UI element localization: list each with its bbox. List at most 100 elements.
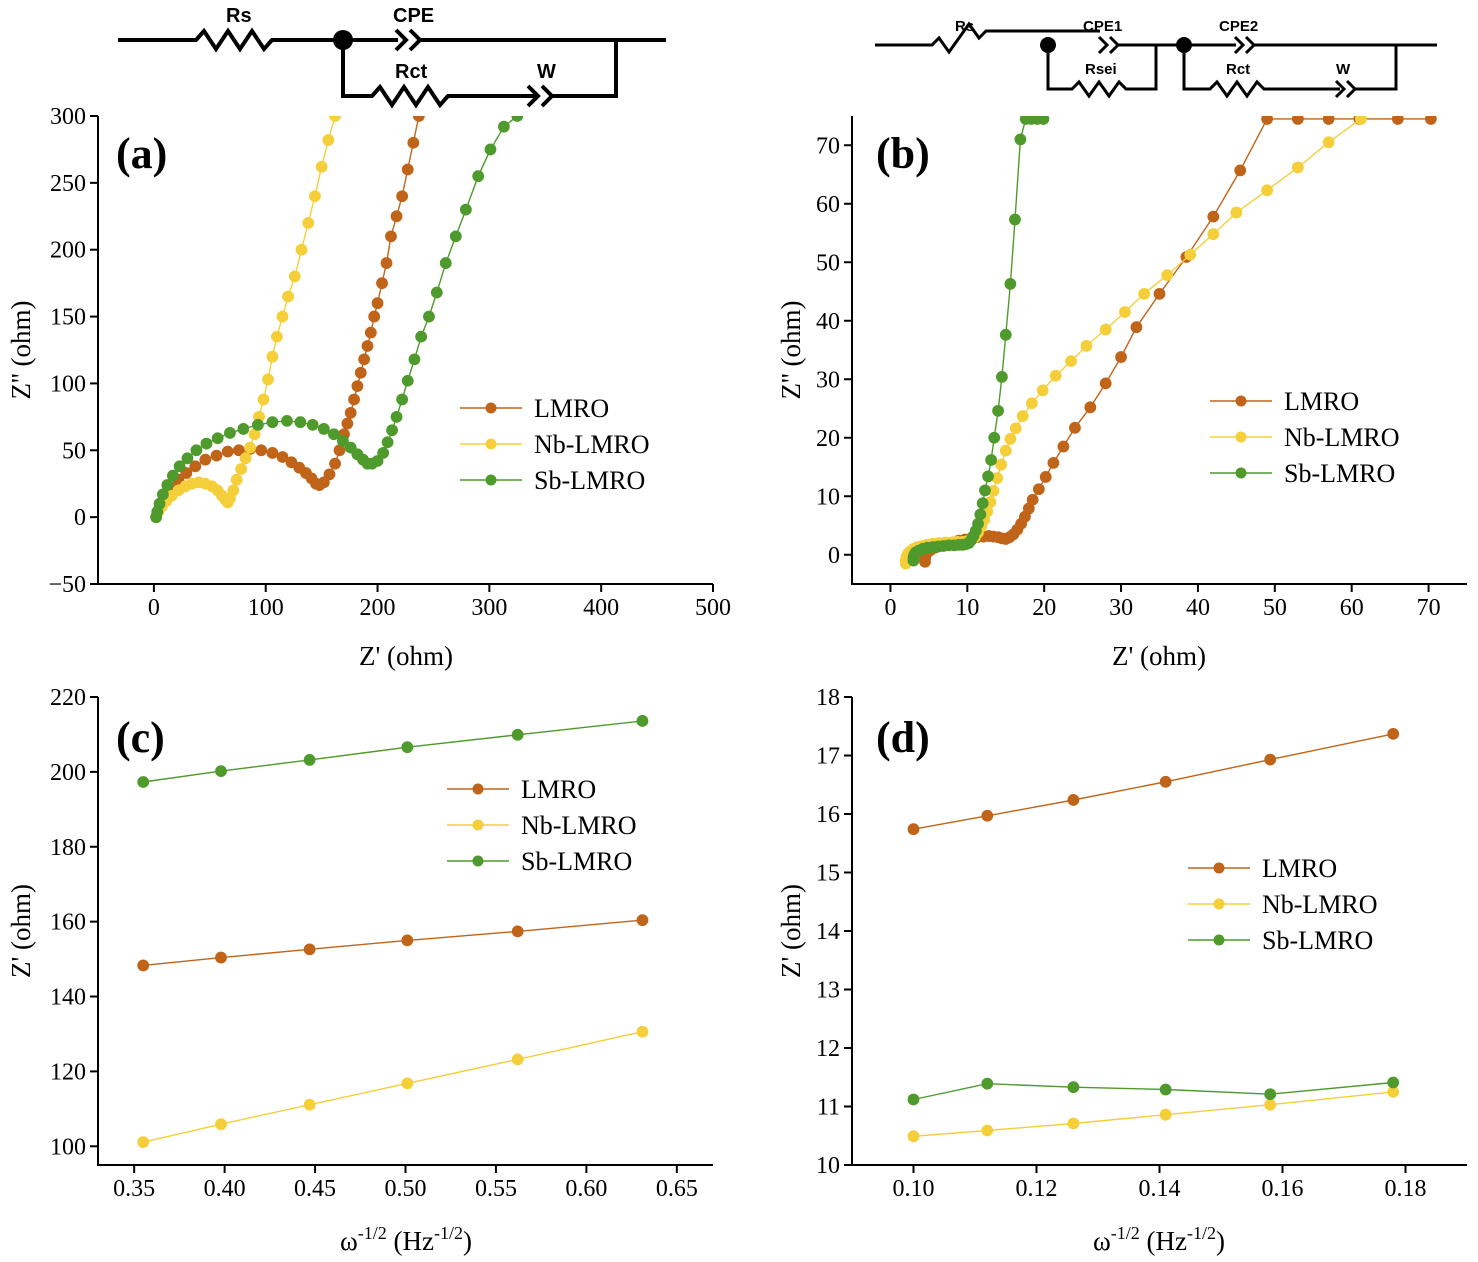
y-tick-label: 14 xyxy=(816,919,840,945)
data-point-nb-lmro xyxy=(329,116,341,122)
legend-marker xyxy=(485,402,497,414)
data-point-sb-lmro xyxy=(386,424,398,437)
x-tick-label: 0.50 xyxy=(385,1176,427,1202)
series-line-lmro xyxy=(913,733,1394,830)
x-tick-label: 0.35 xyxy=(113,1176,155,1202)
legend-marker xyxy=(1235,467,1247,479)
y-tick-label: 150 xyxy=(50,305,86,331)
circuit-a-cpe-label: CPE xyxy=(393,5,434,27)
data-point-lmro xyxy=(380,257,393,269)
data-point-sb-lmro xyxy=(1037,116,1050,125)
data-point-sb-lmro xyxy=(167,469,179,482)
plot-area xyxy=(150,116,524,524)
y-tick-label: 12 xyxy=(816,1036,840,1062)
data-point-sb-lmro xyxy=(396,393,409,406)
data-point-lmro xyxy=(323,468,336,481)
data-point-sb-lmro xyxy=(377,447,390,459)
data-point-nb-lmro xyxy=(907,1130,920,1143)
legend-marker xyxy=(1213,862,1225,874)
data-point-sb-lmro xyxy=(979,484,991,497)
data-point-nb-lmro xyxy=(1065,355,1077,368)
data-point-sb-lmro xyxy=(1067,1081,1080,1094)
data-point-lmro xyxy=(1057,440,1070,453)
legend-marker xyxy=(1213,934,1225,946)
data-point-sb-lmro xyxy=(161,479,174,491)
data-point-sb-lmro xyxy=(200,437,213,450)
data-point-lmro xyxy=(1039,471,1052,483)
data-point-lmro xyxy=(199,453,212,466)
data-point-sb-lmro xyxy=(439,257,452,269)
data-point-lmro xyxy=(1047,457,1060,469)
legend-label: LMRO xyxy=(534,394,609,423)
legend-label: Sb-LMRO xyxy=(1262,926,1373,955)
data-point-lmro xyxy=(1130,321,1143,334)
data-point-lmro xyxy=(358,353,371,366)
legend-marker xyxy=(1235,431,1247,443)
data-point-sb-lmro xyxy=(1009,213,1021,226)
data-point-lmro xyxy=(1264,753,1277,766)
series-line-nb-lmro xyxy=(143,1031,643,1143)
data-point-nb-lmro xyxy=(1067,1117,1080,1130)
data-point-sb-lmro xyxy=(181,452,194,465)
circuit-node xyxy=(1176,37,1192,53)
legend-label: LMRO xyxy=(1262,854,1337,883)
circuit-b-cpe1-label: CPE1 xyxy=(1083,18,1122,35)
panel-label: (c) xyxy=(116,713,165,762)
data-point-lmro xyxy=(354,366,367,379)
x-axis-label: Z' (ohm) xyxy=(359,641,453,671)
data-point-sb-lmro xyxy=(423,310,435,323)
legend-label: Nb-LMRO xyxy=(1284,423,1400,452)
data-point-lmro xyxy=(341,417,354,430)
legend-label: Nb-LMRO xyxy=(521,811,637,840)
data-point-nb-lmro xyxy=(1016,410,1029,423)
data-point-nb-lmro xyxy=(1080,340,1093,352)
data-point-lmro xyxy=(351,380,364,393)
y-tick-label: 70 xyxy=(816,133,840,159)
x-tick-label: 0.10 xyxy=(893,1176,935,1202)
data-point-sb-lmro xyxy=(415,330,428,343)
data-point-sb-lmro xyxy=(303,753,316,766)
data-point-lmro xyxy=(189,460,202,473)
data-point-sb-lmro xyxy=(306,418,319,431)
data-point-sb-lmro xyxy=(511,728,524,741)
data-point-sb-lmro xyxy=(511,116,524,122)
data-point-sb-lmro xyxy=(266,416,279,429)
data-point-nb-lmro xyxy=(309,190,321,203)
x-tick-label: 100 xyxy=(248,595,284,621)
data-point-lmro xyxy=(329,457,341,470)
data-point-sb-lmro xyxy=(636,715,649,727)
data-point-sb-lmro xyxy=(497,120,510,133)
data-point-nb-lmro xyxy=(1161,269,1174,282)
x-tick-label: 200 xyxy=(360,595,396,621)
y-tick-label: 250 xyxy=(50,171,86,197)
legend-marker xyxy=(472,819,484,831)
data-point-nb-lmro xyxy=(244,441,256,454)
x-tick-label: 60 xyxy=(1340,595,1364,621)
circuit-b-rs-label: Rs xyxy=(955,18,974,35)
data-point-lmro xyxy=(1084,401,1097,414)
data-point-nb-lmro xyxy=(262,373,274,386)
x-tick-label: 0.40 xyxy=(204,1176,246,1202)
data-point-lmro xyxy=(396,190,409,203)
circuit-a-rct-label: Rct xyxy=(395,61,428,83)
data-point-sb-lmro xyxy=(484,143,497,156)
data-point-lmro xyxy=(1032,483,1045,496)
y-tick-label: 40 xyxy=(816,309,840,335)
data-point-sb-lmro xyxy=(999,328,1012,341)
data-point-nb-lmro xyxy=(1119,306,1131,318)
data-point-sb-lmro xyxy=(408,353,421,366)
y-tick-label: 18 xyxy=(816,685,840,711)
axis-frame xyxy=(97,116,713,585)
data-point-nb-lmro xyxy=(315,160,328,173)
data-point-sb-lmro xyxy=(992,404,1004,417)
legend-label: Sb-LMRO xyxy=(534,466,645,495)
data-point-lmro xyxy=(1387,727,1400,740)
data-point-nb-lmro xyxy=(303,1098,316,1111)
data-point-nb-lmro xyxy=(999,444,1012,457)
y-tick-label: 15 xyxy=(816,861,840,887)
data-point-lmro xyxy=(1234,164,1247,177)
panel-label: (d) xyxy=(876,713,930,762)
y-tick-label: 11 xyxy=(817,1095,840,1121)
x-tick-label: 50 xyxy=(1263,595,1287,621)
circuit-b-rct-label: Rct xyxy=(1226,61,1250,78)
